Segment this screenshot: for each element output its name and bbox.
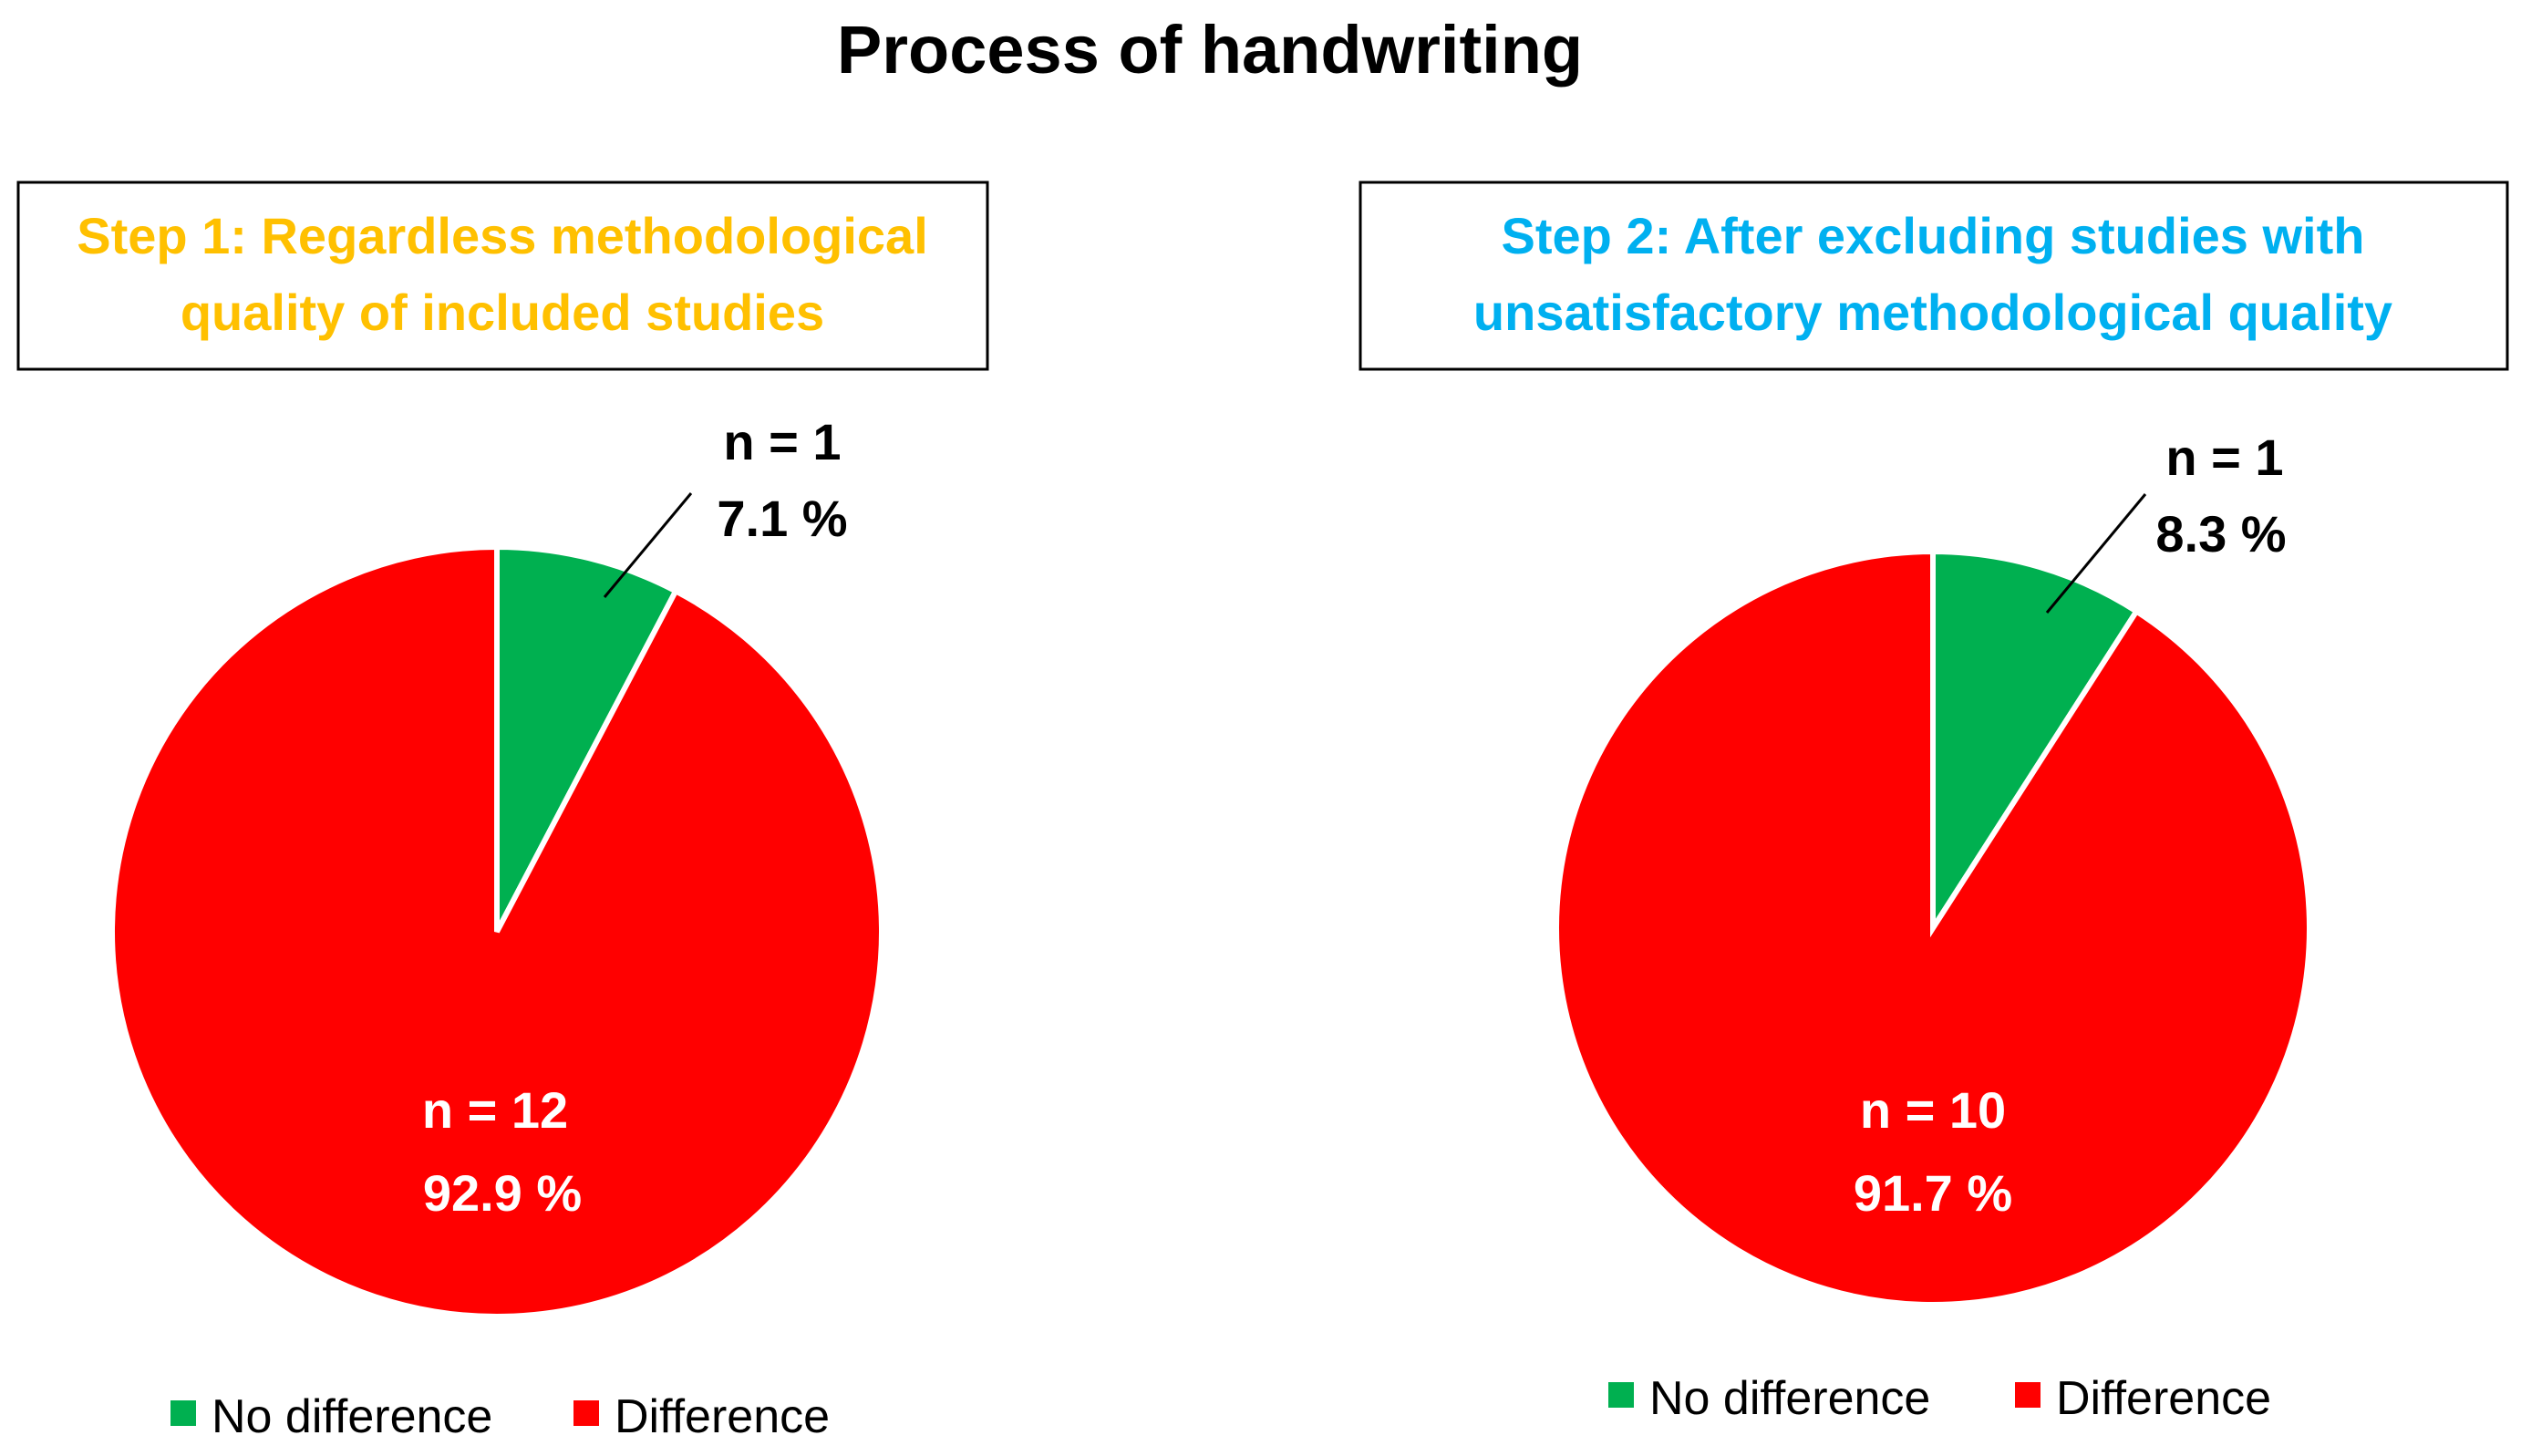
pie-step2-small-count: n = 1 xyxy=(2165,429,2283,486)
pie-slice-no-difference xyxy=(494,543,680,934)
pie-step2-large-count: n = 10 xyxy=(1860,1081,2006,1139)
pie-slice-difference xyxy=(109,543,884,1319)
legend-swatch-no-difference xyxy=(1608,1382,1634,1408)
legend-label-difference: Difference xyxy=(2056,1372,2271,1425)
legend-label-no-difference: No difference xyxy=(212,1390,492,1443)
legend-swatch-difference xyxy=(2015,1382,2041,1408)
pie-step2-legend: No difference Difference xyxy=(1608,1372,2271,1425)
panel-step2-title-box xyxy=(1359,181,2509,371)
panel-step1-title-line2: quality of included studies xyxy=(181,284,824,341)
legend-label-difference: Difference xyxy=(615,1390,830,1443)
pie-step2-large-percent: 91.7 % xyxy=(1854,1164,2012,1222)
pie-step1-legend: No difference Difference xyxy=(170,1390,830,1443)
pie-step2-small-percent: 8.3 % xyxy=(2155,505,2286,563)
pie-step1-small-count: n = 1 xyxy=(723,413,841,470)
pie-step2 xyxy=(1554,548,2312,1307)
panel-step1-title-box xyxy=(16,181,989,371)
pie-step1-small-percent: 7.1 % xyxy=(717,490,847,547)
legend-swatch-difference xyxy=(573,1400,599,1426)
panel-step1: Step 1: Regardless methodological qualit… xyxy=(16,181,989,1443)
pie-slice-difference xyxy=(1554,548,2312,1307)
pie-slice-no-difference xyxy=(1930,548,2141,938)
panel-step2-title-line2: unsatisfactory methodological quality xyxy=(1473,284,2392,341)
pie-step1-leader-line xyxy=(603,492,693,598)
pie-step1 xyxy=(109,543,884,1319)
legend-label-no-difference: No difference xyxy=(1649,1372,1930,1425)
pie-step1-large-count: n = 12 xyxy=(422,1081,568,1139)
panel-step1-title-line1: Step 1: Regardless methodological xyxy=(77,207,928,264)
panel-step2-title-line1: Step 2: After excluding studies with xyxy=(1502,207,2365,264)
legend-swatch-no-difference xyxy=(170,1400,196,1426)
pie-step2-leader-line xyxy=(2045,493,2147,614)
main-title: Process of handwriting xyxy=(837,12,1583,88)
pie-step1-large-percent: 92.9 % xyxy=(423,1164,582,1222)
panel-step2: Step 2: After excluding studies with uns… xyxy=(1359,181,2509,1425)
